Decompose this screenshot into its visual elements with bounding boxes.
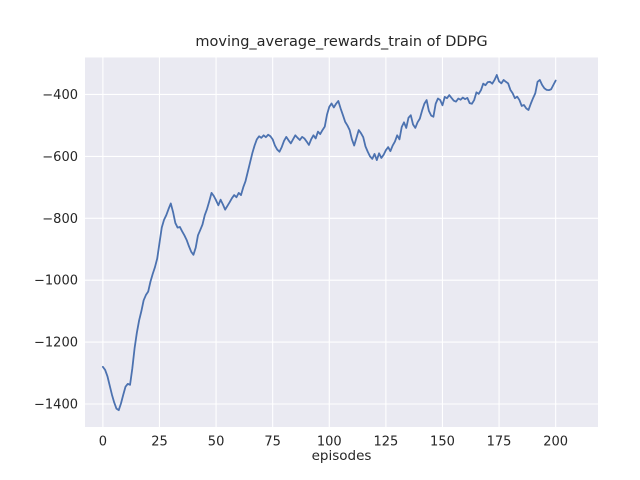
y-tick-label: −1000 <box>34 274 78 289</box>
reward-moving-average-line <box>101 74 557 412</box>
y-tick-label: −1200 <box>34 336 78 351</box>
x-tick-label: 125 <box>373 435 398 450</box>
x-tick-label: 200 <box>543 435 568 450</box>
y-tick-label: −800 <box>42 212 78 227</box>
x-tick-label: 75 <box>264 435 281 450</box>
y-tick-label: −600 <box>42 150 78 165</box>
x-axis-label: episodes <box>311 448 372 464</box>
x-tick-label: 100 <box>317 435 342 450</box>
y-tick-label: −400 <box>42 88 78 103</box>
x-tick-label: 150 <box>430 435 455 450</box>
x-tick-label: 25 <box>151 435 168 450</box>
chart-title: moving_average_rewards_train of DDPG <box>195 34 488 50</box>
axes-background <box>85 57 598 427</box>
y-tick-label: −1400 <box>34 398 78 413</box>
x-tick-label: 175 <box>487 435 512 450</box>
x-tick-label: 0 <box>99 435 107 450</box>
x-tick-label: 50 <box>208 435 225 450</box>
